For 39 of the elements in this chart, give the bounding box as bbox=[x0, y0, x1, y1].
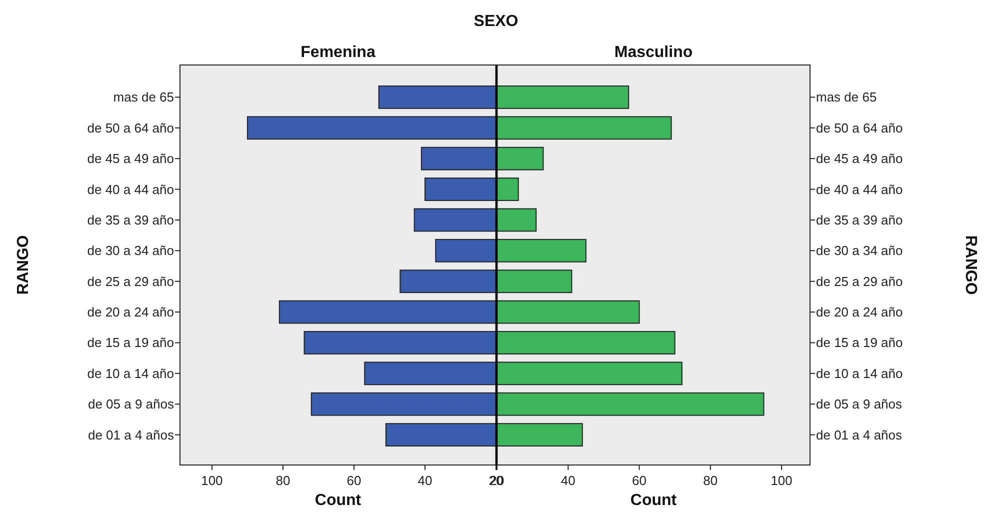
x-tick-label: 40 bbox=[560, 473, 576, 488]
y-axis-title: RANGO bbox=[962, 235, 979, 295]
y-tick-label: de 40 a 44 año bbox=[87, 182, 174, 197]
y-tick-label: de 45 a 49 año bbox=[816, 151, 903, 166]
y-tick-label: mas de 65 bbox=[113, 90, 174, 105]
chart-title: Femenina bbox=[300, 44, 376, 61]
x-tick-label: 80 bbox=[276, 473, 290, 488]
y-tick-label: de 05 a 9 años bbox=[816, 396, 903, 412]
y-tick-label: de 35 a 39 año bbox=[87, 212, 174, 228]
y-axis-title: RANGO bbox=[15, 235, 32, 295]
y-tick-label: de 25 a 29 año bbox=[87, 274, 174, 289]
x-tick-label: 80 bbox=[703, 473, 718, 488]
y-tick-label: de 05 a 9 años bbox=[88, 396, 174, 412]
x-tick-label: 100 bbox=[770, 473, 792, 488]
y-tick-label: mas de 65 bbox=[816, 90, 877, 105]
y-tick-label: de 15 a 19 año bbox=[87, 335, 174, 350]
y-tick-label: de 10 a 14 año bbox=[87, 366, 174, 381]
x-tick-label: 100 bbox=[201, 473, 223, 488]
y-tick-label: de 01 a 4 años bbox=[88, 427, 174, 442]
y-tick-label: de 40 a 44 año bbox=[816, 182, 903, 197]
y-tick-label: de 25 a 29 año bbox=[816, 274, 903, 289]
y-tick-label: de 35 a 39 año bbox=[816, 212, 903, 228]
y-tick-label: de 10 a 14 año bbox=[816, 366, 903, 381]
x-tick-label: 60 bbox=[632, 473, 647, 488]
y-tick-label: de 50 a 64 año bbox=[87, 120, 174, 136]
y-tick-label: de 15 a 19 año bbox=[816, 335, 903, 350]
y-tick-label: de 45 a 49 año bbox=[87, 151, 174, 166]
y-tick-label: de 30 a 34 año bbox=[816, 243, 903, 258]
x-tick-label: 60 bbox=[346, 473, 362, 488]
x-axis-title: Count bbox=[314, 492, 362, 509]
x-axis-title: Count bbox=[630, 492, 678, 509]
y-tick-label: de 01 a 4 años bbox=[816, 427, 903, 442]
y-tick-label: de 30 a 34 año bbox=[87, 243, 174, 258]
y-tick-label: de 20 a 24 año bbox=[87, 304, 174, 320]
chart-title: Masculino bbox=[614, 44, 693, 61]
y-tick-label: de 20 a 24 año bbox=[816, 304, 903, 320]
x-tick-label: 40 bbox=[418, 473, 432, 488]
text: SEXO bbox=[474, 13, 518, 30]
y-tick-label: de 50 a 64 año bbox=[816, 120, 903, 136]
